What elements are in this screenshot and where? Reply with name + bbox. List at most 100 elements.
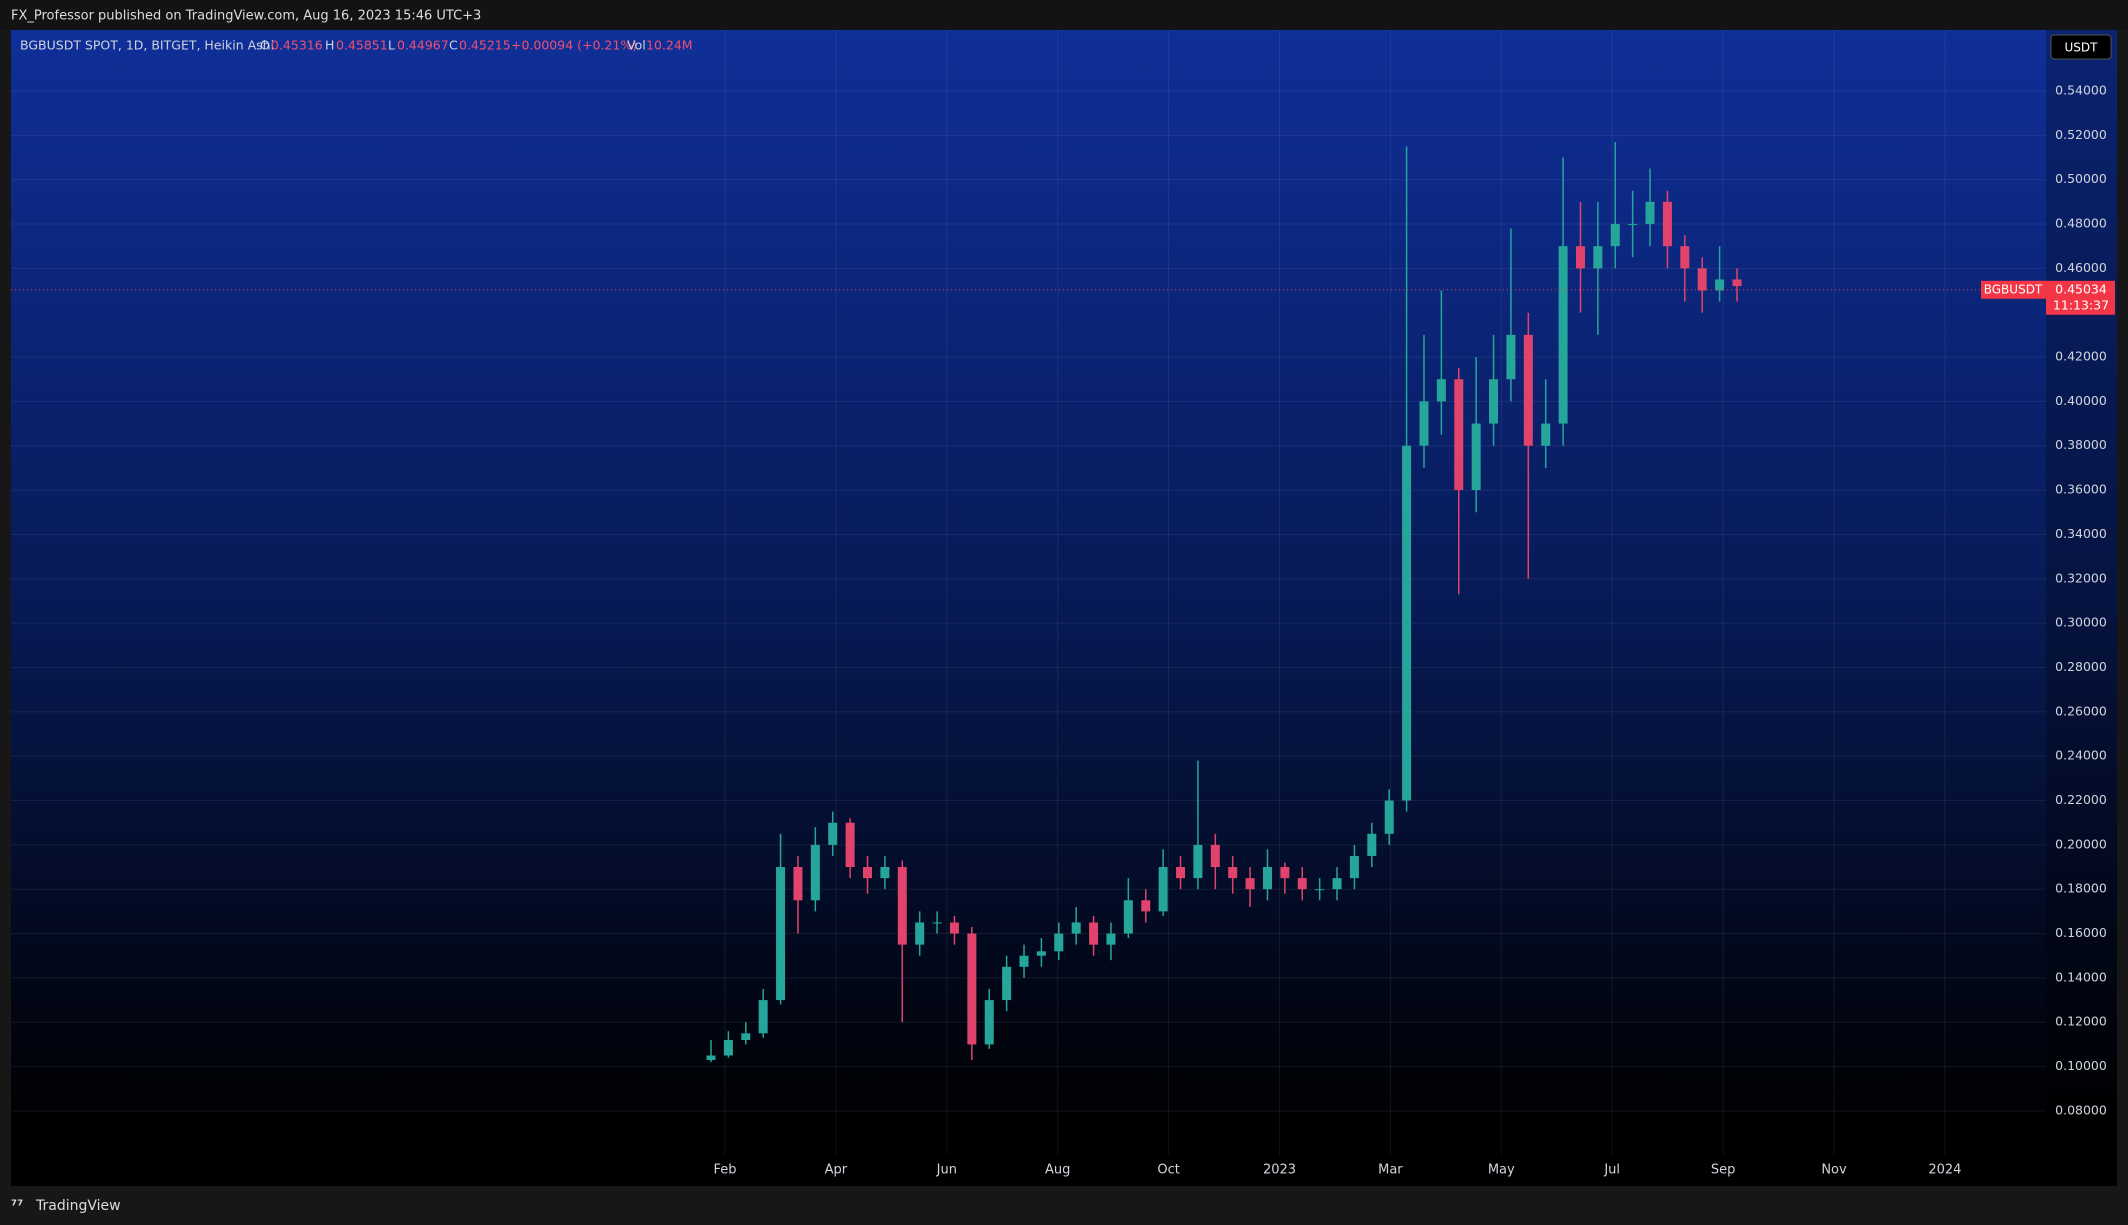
candle-body — [1541, 423, 1551, 446]
candle-body — [1506, 334, 1516, 380]
candle-body — [1280, 867, 1290, 879]
candle-body — [932, 922, 942, 924]
candle-body — [845, 822, 855, 868]
x-tick-label: 2024 — [1928, 1163, 1961, 1178]
price-tag-bg — [1981, 280, 2046, 299]
candle-body — [1176, 867, 1186, 879]
candle-body — [1158, 867, 1168, 912]
l-label: L — [388, 38, 395, 53]
candle-body — [828, 822, 838, 845]
candle-body — [1454, 379, 1464, 491]
x-tick-label: 2023 — [1263, 1163, 1296, 1178]
y-tick-label: 0.54000 — [2055, 82, 2107, 97]
candle-body — [1002, 966, 1012, 1001]
candle-body — [1141, 900, 1151, 912]
y-tick-label: 0.14000 — [2055, 969, 2107, 984]
last-price: 0.45034 — [2055, 281, 2107, 296]
change: +0.00094 (+0.21%) — [511, 38, 637, 53]
y-tick-label: 0.20000 — [2055, 836, 2107, 851]
candle-body — [1228, 867, 1238, 879]
candle-body — [1106, 933, 1116, 945]
x-tick-label: Nov — [1821, 1163, 1847, 1178]
candle-body — [1436, 379, 1446, 402]
candle-body — [723, 1039, 733, 1056]
x-tick-label: Mar — [1378, 1163, 1403, 1178]
y-tick-label: 0.12000 — [2055, 1014, 2107, 1029]
x-tick-label: Aug — [1045, 1163, 1070, 1178]
currency[interactable]: USDT — [2065, 41, 2099, 55]
candle-body — [1071, 922, 1081, 934]
candle-body — [1593, 246, 1603, 269]
candle-body — [706, 1055, 716, 1060]
x-tick-label: Apr — [825, 1163, 848, 1178]
candle-body — [776, 867, 786, 1001]
candle-body — [741, 1033, 751, 1040]
x-tick-label: Oct — [1157, 1163, 1179, 1178]
candle-body — [1123, 900, 1133, 934]
x-tick-label: Jul — [1603, 1163, 1620, 1178]
candle-body — [967, 933, 977, 1045]
vol-label: Vol — [627, 38, 646, 53]
x-tick-label: Jun — [936, 1163, 957, 1178]
y-tick-label: 0.30000 — [2055, 615, 2107, 630]
plot-background — [11, 30, 2117, 1186]
candle-body — [1193, 844, 1203, 879]
y-tick-label: 0.36000 — [2055, 482, 2107, 497]
candle-body — [863, 867, 873, 879]
vol-value: 10.24M — [646, 38, 693, 53]
o-value: 0.45316 — [271, 38, 323, 53]
candle-body — [793, 867, 803, 901]
currency-button[interactable] — [2050, 34, 2112, 60]
y-tick-label: 0.10000 — [2055, 1058, 2107, 1073]
candle-body — [758, 1000, 768, 1034]
y-tick-label: 0.42000 — [2055, 349, 2107, 364]
candle-body — [1315, 889, 1325, 891]
y-tick-label: 0.24000 — [2055, 748, 2107, 763]
c-value: 0.45215 — [459, 38, 511, 53]
y-tick-label: 0.40000 — [2055, 393, 2107, 408]
candle-body — [880, 867, 890, 879]
h-value: 0.45851 — [336, 38, 388, 53]
candle-body — [1558, 246, 1568, 424]
x-tick-label: Feb — [713, 1163, 736, 1178]
symbol: BGBUSDT SPOT, 1D, BITGET, Heikin Ashi — [20, 38, 274, 53]
candle-body — [1680, 246, 1690, 269]
candle-body — [1732, 279, 1742, 287]
candle-body — [1402, 445, 1412, 801]
candle-body — [1697, 268, 1707, 291]
x-tick-label: Sep — [1711, 1163, 1736, 1178]
candle-body — [1628, 224, 1638, 226]
candle-body — [1089, 922, 1099, 945]
candle-body — [1471, 423, 1481, 491]
y-tick-label: 0.48000 — [2055, 216, 2107, 231]
brand-logo: ⁷⁷ — [11, 1198, 23, 1214]
candle-body — [897, 867, 907, 945]
y-tick-label: 0.22000 — [2055, 792, 2107, 807]
candle-body — [1715, 279, 1725, 291]
candle-body — [1262, 867, 1272, 890]
candle-body — [1054, 933, 1064, 952]
h-label: H — [325, 38, 334, 53]
candle-body — [1384, 800, 1394, 834]
l-value: 0.44967 — [397, 38, 449, 53]
legend: BGBUSDT SPOT, 1D, BITGET, Heikin Ashi O … — [20, 38, 693, 53]
o-label: O — [260, 38, 270, 53]
candle-body — [1019, 955, 1029, 967]
candle-body — [1610, 224, 1620, 247]
candle-body — [1367, 833, 1377, 856]
y-tick-label: 0.52000 — [2055, 127, 2107, 142]
y-tick-label: 0.26000 — [2055, 703, 2107, 718]
y-tick-label: 0.34000 — [2055, 526, 2107, 541]
candle-body — [1036, 951, 1046, 956]
candle-body — [1349, 855, 1359, 879]
candle-body — [915, 922, 925, 945]
candle-body — [1419, 401, 1429, 446]
candle-body — [1210, 844, 1220, 868]
countdown: 11:13:37 — [2053, 297, 2109, 312]
y-tick-label: 0.46000 — [2055, 260, 2107, 275]
candle-body — [1645, 201, 1655, 225]
candle-body — [1332, 878, 1342, 890]
candle-body — [810, 844, 820, 901]
top-bar — [0, 0, 2128, 30]
